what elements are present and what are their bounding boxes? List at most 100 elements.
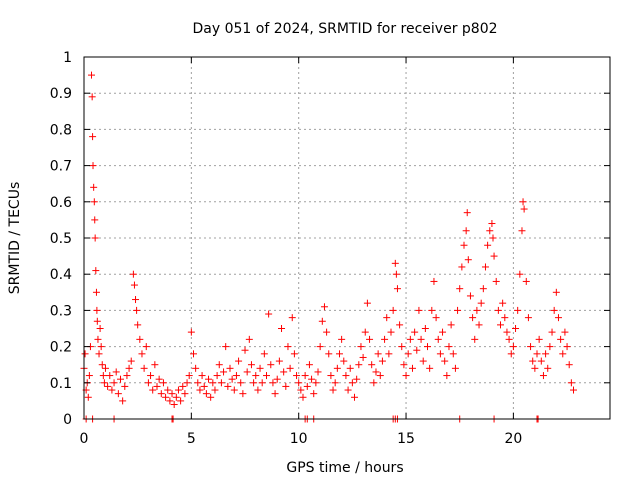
data-point bbox=[320, 303, 328, 311]
data-point bbox=[393, 285, 401, 293]
data-point bbox=[372, 368, 380, 376]
data-point bbox=[460, 241, 468, 249]
data-point bbox=[254, 386, 262, 394]
y-tick-label: 1 bbox=[63, 50, 72, 66]
data-point bbox=[172, 393, 180, 401]
data-point bbox=[81, 350, 89, 358]
data-point bbox=[95, 350, 103, 358]
data-point bbox=[481, 263, 489, 271]
data-point bbox=[323, 328, 331, 336]
data-point bbox=[299, 393, 307, 401]
data-point bbox=[185, 372, 193, 380]
data-point bbox=[441, 357, 449, 365]
data-point bbox=[114, 390, 122, 398]
data-point bbox=[391, 259, 399, 267]
data-point bbox=[392, 270, 400, 278]
data-point bbox=[507, 350, 515, 358]
data-point bbox=[295, 379, 303, 387]
data-point bbox=[533, 350, 541, 358]
data-point bbox=[374, 350, 382, 358]
data-point bbox=[88, 71, 96, 79]
data-point bbox=[316, 343, 324, 351]
data-point bbox=[297, 386, 305, 394]
data-point bbox=[98, 361, 106, 369]
data-point bbox=[400, 361, 408, 369]
data-point bbox=[96, 325, 104, 332]
data-point bbox=[90, 183, 98, 191]
data-point bbox=[505, 335, 513, 343]
data-point bbox=[305, 361, 313, 369]
data-point bbox=[544, 364, 552, 372]
data-point bbox=[520, 205, 528, 213]
x-tick-labels: 0 5 10 15 20 bbox=[80, 431, 523, 447]
grid bbox=[84, 57, 610, 419]
data-point bbox=[501, 314, 509, 322]
data-point bbox=[325, 350, 333, 358]
data-point bbox=[284, 343, 292, 351]
data-point bbox=[376, 372, 384, 380]
data-point bbox=[177, 397, 185, 405]
data-point bbox=[335, 350, 343, 358]
data-point bbox=[108, 386, 116, 394]
data-point bbox=[147, 372, 155, 380]
data-point bbox=[548, 328, 556, 336]
data-point bbox=[484, 241, 492, 249]
data-point bbox=[202, 390, 210, 398]
data-point bbox=[89, 133, 97, 141]
data-point bbox=[342, 372, 350, 380]
data-point bbox=[97, 343, 105, 351]
data-point bbox=[512, 325, 520, 332]
data-point bbox=[434, 335, 442, 343]
y-tick-label: 0.8 bbox=[50, 122, 72, 138]
plot-frame bbox=[83, 56, 611, 420]
y-tick-label: 0 bbox=[63, 412, 72, 428]
data-point bbox=[385, 350, 393, 358]
data-point bbox=[192, 364, 200, 372]
data-point bbox=[157, 390, 165, 398]
data-point bbox=[92, 267, 100, 275]
data-point bbox=[187, 328, 195, 336]
x-tick-label: 5 bbox=[187, 431, 196, 447]
data-point bbox=[408, 364, 416, 372]
y-tick-label: 0.9 bbox=[50, 86, 72, 102]
data-point bbox=[550, 306, 558, 314]
y-tick-label: 0.5 bbox=[50, 231, 72, 247]
data-point bbox=[436, 350, 444, 358]
data-point bbox=[519, 198, 527, 206]
data-point bbox=[355, 361, 363, 369]
data-point bbox=[546, 343, 554, 351]
y-tick-label: 0.7 bbox=[50, 159, 72, 175]
data-point bbox=[557, 335, 565, 343]
x-tick-label: 20 bbox=[504, 431, 522, 447]
data-point bbox=[353, 375, 361, 383]
data-point bbox=[370, 379, 378, 387]
y-tick-label: 0.1 bbox=[50, 376, 72, 392]
data-point bbox=[430, 277, 438, 285]
data-point bbox=[509, 343, 517, 351]
data-point bbox=[130, 281, 138, 289]
data-point bbox=[239, 390, 247, 398]
data-point bbox=[565, 361, 573, 369]
data-point bbox=[129, 270, 137, 278]
data-point bbox=[252, 372, 260, 380]
data-point bbox=[256, 364, 264, 372]
data-point bbox=[288, 314, 296, 322]
data-point bbox=[464, 256, 472, 264]
data-point bbox=[514, 306, 522, 314]
data-point bbox=[499, 299, 507, 307]
data-point bbox=[344, 386, 352, 394]
data-point bbox=[278, 325, 286, 332]
data-point bbox=[398, 343, 406, 351]
data-point bbox=[235, 357, 243, 365]
data-point bbox=[271, 390, 279, 398]
data-point bbox=[531, 364, 539, 372]
data-point bbox=[198, 372, 206, 380]
data-point bbox=[338, 335, 346, 343]
data-point bbox=[290, 350, 298, 358]
data-point bbox=[282, 382, 290, 390]
data-point bbox=[101, 364, 109, 372]
y-tick-label: 0.2 bbox=[50, 340, 72, 356]
data-point bbox=[458, 263, 466, 271]
data-point bbox=[473, 306, 481, 314]
data-point bbox=[361, 328, 369, 336]
